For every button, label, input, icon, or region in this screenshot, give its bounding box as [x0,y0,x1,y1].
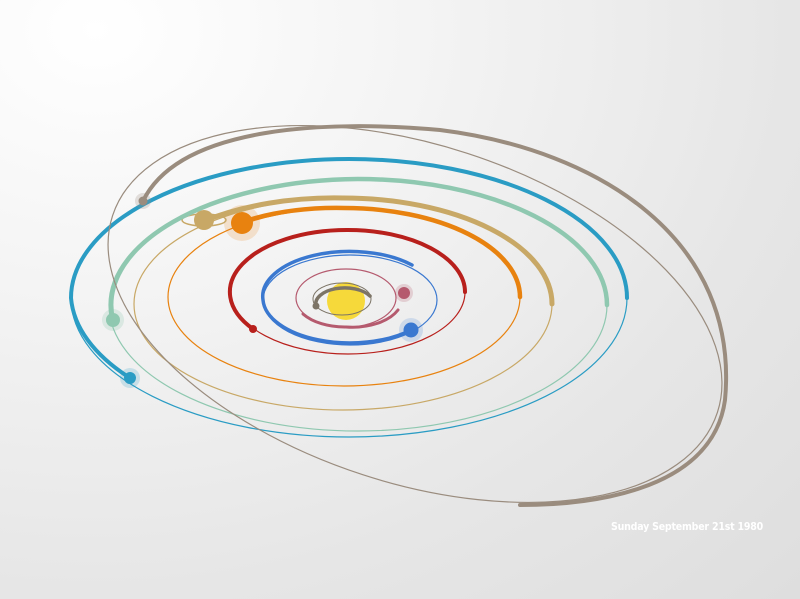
sun [327,282,365,320]
saturn-orbit [133,195,555,411]
uranus[interactable] [106,313,120,327]
mercury-orbit [312,282,372,316]
saturn[interactable] [194,210,214,230]
earth[interactable] [403,322,419,338]
date-label: Sunday September 21st 1980 [611,521,764,533]
pluto-orbit [107,124,729,507]
venus-orbit [295,268,400,329]
neptune-orbit [68,156,629,438]
pluto[interactable] [138,196,148,206]
uranus-orbit [108,176,610,432]
mars[interactable] [249,325,257,333]
jupiter[interactable] [231,212,253,234]
mercury[interactable] [312,302,320,310]
neptune[interactable] [124,372,136,384]
jupiter-orbit [167,205,523,387]
mars-orbit [227,227,467,355]
venus[interactable] [398,287,410,299]
earth-orbit [260,249,438,346]
